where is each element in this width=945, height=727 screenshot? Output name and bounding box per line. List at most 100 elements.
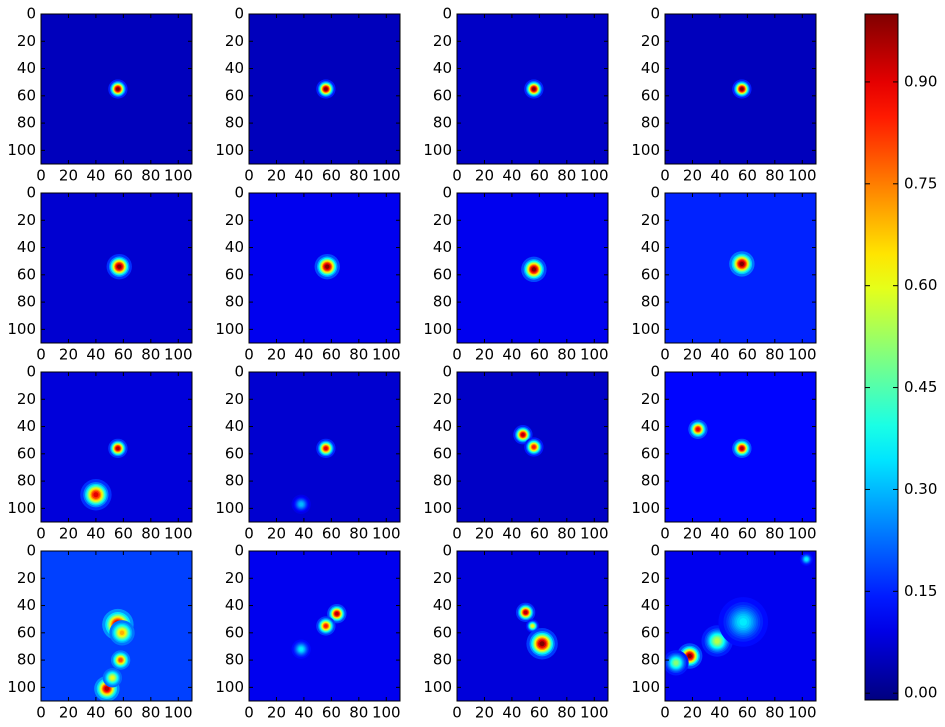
y-tick-label: 40 — [433, 417, 452, 435]
x-tick-label: 60 — [114, 167, 133, 185]
spot — [739, 261, 745, 267]
x-tick-label: 20 — [267, 346, 286, 364]
y-tick-label: 0 — [442, 184, 452, 202]
spot — [696, 427, 700, 432]
x-tick-label: 100 — [580, 525, 609, 543]
frame — [40, 192, 193, 344]
panel — [41, 372, 192, 522]
y-tick-label: 0 — [234, 5, 244, 23]
y-tick-label: 100 — [423, 320, 452, 338]
x-tick-label: 100 — [164, 346, 193, 364]
y-tick-label: 40 — [641, 596, 660, 614]
x-tick-label: 60 — [530, 346, 549, 364]
colorbar — [864, 13, 899, 701]
x-tick-label: 40 — [294, 525, 313, 543]
x-tick-label: 20 — [683, 346, 702, 364]
colorbar-tick-label: 0.00 — [904, 684, 937, 702]
x-tick-label: 100 — [164, 704, 193, 722]
y-tick-label: 80 — [433, 114, 452, 132]
y-tick-label: 0 — [442, 542, 452, 560]
spot — [531, 267, 537, 272]
y-tick-label: 40 — [641, 417, 660, 435]
spot — [117, 264, 122, 269]
y-tick-label: 100 — [215, 678, 244, 696]
panel — [665, 551, 816, 701]
frame — [664, 192, 817, 344]
x-tick-label: 40 — [502, 525, 521, 543]
x-tick-label: 60 — [114, 525, 133, 543]
x-tick-label: 0 — [36, 704, 46, 722]
frame — [456, 371, 609, 523]
x-tick-label: 20 — [267, 525, 286, 543]
spot — [118, 658, 123, 662]
x-tick-label: 0 — [452, 704, 462, 722]
spot — [116, 446, 120, 451]
y-tick-label: 20 — [225, 32, 244, 50]
x-tick-label: 20 — [59, 525, 78, 543]
x-tick-label: 80 — [349, 346, 368, 364]
spot — [324, 87, 328, 91]
y-tick-label: 40 — [433, 238, 452, 256]
spot — [119, 630, 125, 636]
panel — [249, 372, 400, 522]
x-tick-label: 20 — [475, 167, 494, 185]
y-tick-label: 20 — [17, 390, 36, 408]
x-tick-label: 60 — [738, 167, 757, 185]
x-tick-label: 60 — [738, 704, 757, 722]
y-tick-label: 60 — [641, 444, 660, 462]
y-tick-label: 60 — [17, 86, 36, 104]
y-tick-label: 60 — [433, 623, 452, 641]
x-tick-label: 60 — [322, 525, 341, 543]
colorbar-tick-label: 0.30 — [904, 480, 937, 498]
colorbar-tick-label: 0.15 — [904, 582, 937, 600]
y-tick-label: 80 — [225, 651, 244, 669]
x-tick-label: 100 — [580, 167, 609, 185]
x-tick-label: 40 — [86, 525, 105, 543]
x-tick-label: 100 — [164, 167, 193, 185]
y-tick-label: 100 — [215, 499, 244, 517]
frame — [456, 550, 609, 702]
y-tick-label: 80 — [17, 472, 36, 490]
panel — [41, 551, 192, 701]
y-tick-label: 80 — [17, 293, 36, 311]
y-tick-label: 60 — [225, 86, 244, 104]
colorbar-tick-label: 0.75 — [904, 174, 937, 192]
frame — [456, 192, 609, 344]
frame — [664, 550, 817, 702]
panel — [41, 193, 192, 343]
x-tick-label: 80 — [765, 704, 784, 722]
x-tick-label: 60 — [322, 704, 341, 722]
y-tick-label: 0 — [234, 184, 244, 202]
x-tick-label: 40 — [502, 346, 521, 364]
x-tick-label: 0 — [36, 346, 46, 364]
x-tick-label: 0 — [452, 167, 462, 185]
x-tick-label: 20 — [267, 167, 286, 185]
y-tick-label: 80 — [433, 651, 452, 669]
y-tick-label: 0 — [26, 184, 36, 202]
x-tick-label: 80 — [557, 167, 576, 185]
x-tick-label: 0 — [452, 525, 462, 543]
x-tick-label: 20 — [59, 167, 78, 185]
y-tick-label: 40 — [641, 238, 660, 256]
y-tick-label: 20 — [641, 390, 660, 408]
spot — [740, 446, 744, 451]
x-tick-label: 40 — [502, 167, 521, 185]
x-tick-label: 0 — [244, 167, 254, 185]
x-tick-label: 0 — [660, 525, 670, 543]
x-tick-label: 40 — [710, 704, 729, 722]
y-tick-label: 0 — [442, 5, 452, 23]
y-tick-label: 0 — [26, 542, 36, 560]
frame — [248, 371, 401, 523]
x-tick-label: 60 — [530, 167, 549, 185]
y-tick-label: 60 — [225, 444, 244, 462]
x-tick-label: 60 — [322, 167, 341, 185]
frame — [456, 13, 609, 165]
spot — [324, 446, 328, 451]
x-tick-label: 100 — [372, 346, 401, 364]
spot — [739, 618, 748, 626]
y-tick-label: 60 — [17, 265, 36, 283]
y-tick-label: 40 — [641, 59, 660, 77]
x-tick-label: 40 — [294, 346, 313, 364]
y-tick-label: 80 — [641, 651, 660, 669]
y-tick-label: 100 — [7, 320, 36, 338]
